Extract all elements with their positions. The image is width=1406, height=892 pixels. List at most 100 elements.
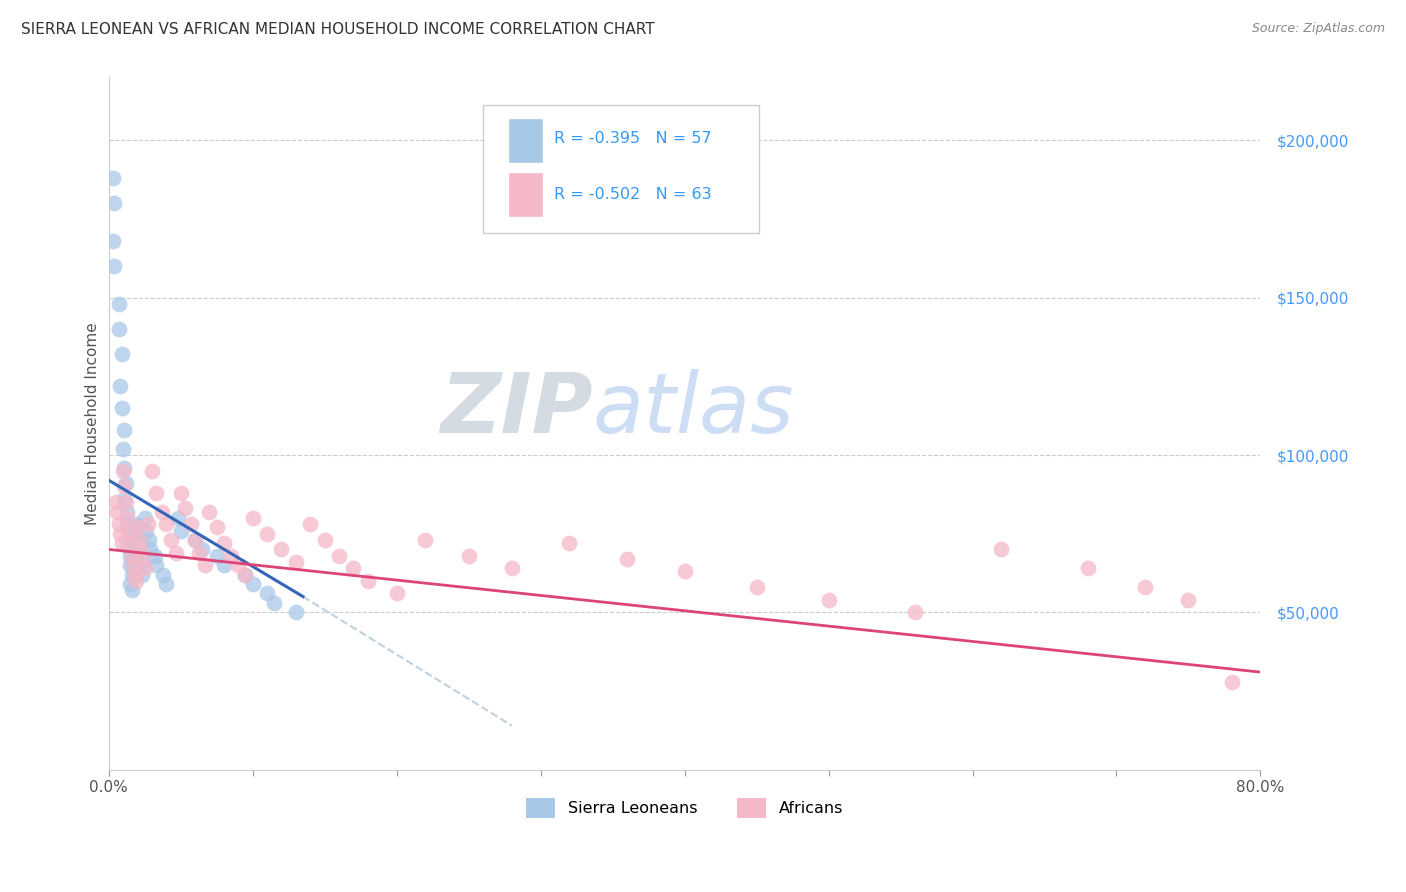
- Point: [117, 511, 139, 525]
- Point: [128, 520, 150, 534]
- Point: [235, 567, 257, 582]
- Point: [159, 533, 181, 547]
- Point: [138, 533, 160, 547]
- Y-axis label: Median Household Income: Median Household Income: [86, 322, 100, 524]
- Point: [180, 517, 202, 532]
- Point: [990, 542, 1012, 557]
- Point: [284, 605, 307, 619]
- Text: Source: ZipAtlas.com: Source: ZipAtlas.com: [1251, 22, 1385, 36]
- Point: [1220, 674, 1243, 689]
- Point: [328, 549, 350, 563]
- Point: [284, 555, 307, 569]
- Point: [103, 196, 125, 211]
- FancyBboxPatch shape: [484, 105, 759, 233]
- Point: [129, 542, 152, 557]
- Point: [120, 577, 142, 591]
- Point: [155, 577, 177, 591]
- Point: [114, 491, 136, 506]
- Point: [194, 558, 217, 573]
- Point: [558, 536, 581, 550]
- Point: [191, 542, 214, 557]
- Point: [103, 259, 125, 273]
- Point: [150, 505, 173, 519]
- Point: [124, 549, 146, 563]
- Point: [108, 378, 131, 392]
- Point: [107, 322, 129, 336]
- Point: [101, 234, 124, 248]
- Point: [110, 347, 132, 361]
- Point: [120, 536, 142, 550]
- Bar: [509, 119, 543, 163]
- Point: [745, 580, 768, 594]
- Point: [101, 171, 124, 186]
- Point: [124, 567, 146, 582]
- Point: [134, 511, 156, 525]
- Point: [501, 561, 523, 575]
- Point: [107, 517, 129, 532]
- Point: [314, 533, 336, 547]
- Text: R = -0.502   N = 63: R = -0.502 N = 63: [554, 187, 711, 202]
- Point: [299, 517, 322, 532]
- Point: [125, 574, 148, 588]
- Point: [205, 520, 228, 534]
- Point: [242, 511, 264, 525]
- Point: [131, 567, 153, 582]
- Point: [125, 549, 148, 563]
- Point: [125, 526, 148, 541]
- Point: [212, 558, 235, 573]
- Point: [124, 567, 146, 582]
- Point: [184, 533, 207, 547]
- Point: [114, 479, 136, 493]
- Point: [145, 558, 167, 573]
- Point: [112, 464, 135, 478]
- Point: [118, 524, 141, 538]
- Point: [198, 505, 221, 519]
- Point: [104, 495, 127, 509]
- Point: [242, 577, 264, 591]
- Point: [235, 567, 257, 582]
- Point: [357, 574, 380, 588]
- Point: [117, 539, 139, 553]
- Point: [128, 533, 150, 547]
- Point: [174, 501, 197, 516]
- Point: [616, 552, 638, 566]
- Point: [114, 423, 136, 437]
- Point: [117, 517, 139, 532]
- Point: [120, 558, 142, 573]
- Point: [131, 549, 153, 563]
- Point: [110, 536, 132, 550]
- Text: R = -0.395   N = 57: R = -0.395 N = 57: [554, 131, 711, 146]
- Point: [117, 505, 139, 519]
- Point: [122, 536, 145, 550]
- Point: [152, 567, 174, 582]
- Point: [139, 542, 162, 557]
- Point: [1077, 561, 1099, 575]
- Point: [143, 549, 166, 563]
- Point: [1135, 580, 1157, 594]
- Point: [128, 542, 150, 557]
- Point: [121, 567, 143, 582]
- Point: [342, 561, 364, 575]
- Point: [122, 558, 145, 573]
- Point: [125, 517, 148, 532]
- Point: [165, 545, 187, 559]
- Point: [155, 517, 177, 532]
- Point: [226, 558, 249, 573]
- Point: [415, 533, 437, 547]
- Point: [120, 549, 142, 563]
- Point: [127, 558, 149, 573]
- Text: SIERRA LEONEAN VS AFRICAN MEDIAN HOUSEHOLD INCOME CORRELATION CHART: SIERRA LEONEAN VS AFRICAN MEDIAN HOUSEHO…: [21, 22, 655, 37]
- Point: [131, 552, 153, 566]
- Point: [205, 549, 228, 563]
- Point: [457, 549, 479, 563]
- Point: [134, 561, 156, 575]
- Point: [108, 526, 131, 541]
- Point: [107, 297, 129, 311]
- Legend: Sierra Leoneans, Africans: Sierra Leoneans, Africans: [520, 792, 849, 824]
- Point: [121, 549, 143, 563]
- Text: atlas: atlas: [592, 369, 794, 450]
- Text: ZIP: ZIP: [440, 369, 592, 450]
- Point: [188, 545, 211, 559]
- Point: [385, 586, 408, 600]
- Point: [122, 558, 145, 573]
